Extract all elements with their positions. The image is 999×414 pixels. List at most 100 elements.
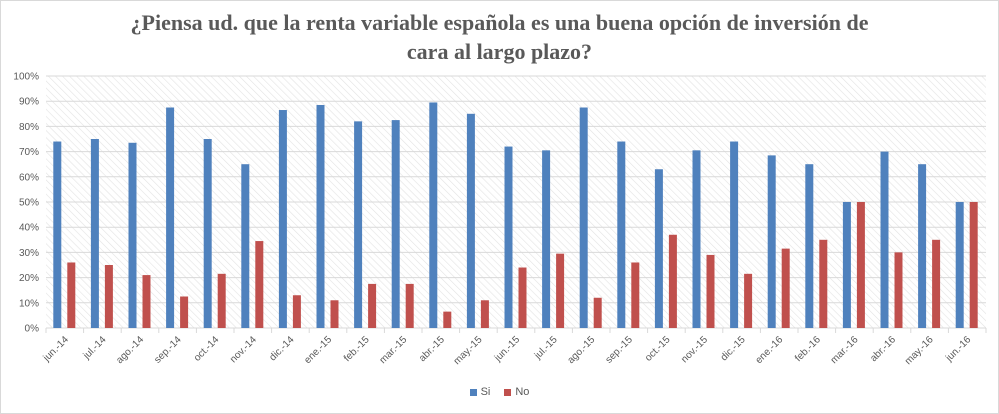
x-tick-label: jul.-15 bbox=[532, 334, 560, 362]
y-tick-label: 40% bbox=[19, 223, 39, 234]
bar-si bbox=[316, 104, 325, 328]
bar-si bbox=[203, 139, 212, 328]
bar-no bbox=[668, 234, 677, 328]
x-tick-label: ago.-15 bbox=[566, 334, 598, 366]
y-tick-label: 30% bbox=[19, 248, 39, 259]
bar-no bbox=[593, 297, 602, 328]
bar-si bbox=[842, 202, 851, 328]
x-tick-label: dic.-15 bbox=[719, 334, 748, 363]
bar-no bbox=[480, 300, 489, 328]
bar-no bbox=[368, 283, 377, 328]
y-tick-label: 70% bbox=[19, 147, 39, 158]
bar-si bbox=[654, 169, 663, 328]
x-tick-label: mar.-16 bbox=[829, 334, 861, 366]
bar-si bbox=[955, 202, 964, 328]
legend-swatch-si bbox=[469, 388, 477, 396]
x-tick-label: oct.-15 bbox=[643, 334, 673, 364]
y-tick-label: 100% bbox=[13, 72, 39, 83]
x-tick-label: nov.-14 bbox=[228, 334, 259, 365]
bar-no bbox=[781, 248, 790, 328]
bar-no bbox=[819, 239, 828, 328]
bar-si bbox=[692, 150, 701, 328]
bar-si bbox=[880, 151, 889, 328]
x-tick-label: jul.-14 bbox=[81, 334, 109, 362]
x-tick-label: feb.-16 bbox=[793, 334, 823, 364]
y-tick-label: 80% bbox=[19, 122, 39, 133]
x-tick-label: sep.-15 bbox=[604, 334, 636, 366]
legend-item-si: Si bbox=[469, 386, 491, 398]
bar-no bbox=[556, 253, 565, 328]
bar-si bbox=[241, 164, 250, 328]
bar-si bbox=[730, 141, 739, 328]
bar-si bbox=[429, 102, 438, 329]
y-tick-label: 60% bbox=[19, 172, 39, 183]
bar-no bbox=[217, 273, 226, 328]
x-tick-label: may.-15 bbox=[452, 334, 485, 367]
bar-no bbox=[255, 241, 264, 328]
x-tick-label: abr.-15 bbox=[417, 334, 447, 364]
y-tick-label: 0% bbox=[25, 324, 40, 335]
bar-no bbox=[744, 273, 753, 328]
x-tick-label: oct.-14 bbox=[192, 334, 222, 364]
bar-si bbox=[128, 142, 137, 328]
bar-si bbox=[466, 113, 475, 328]
x-tick-label: dic.-14 bbox=[268, 334, 297, 363]
x-tick-label: feb.-15 bbox=[342, 334, 372, 364]
bar-si bbox=[504, 146, 513, 328]
bars bbox=[53, 102, 978, 329]
gridlines bbox=[46, 75, 986, 329]
x-tick-label: abr.-16 bbox=[868, 334, 898, 364]
legend: Si No bbox=[0, 386, 999, 398]
x-tick-label: sep.-14 bbox=[152, 334, 184, 366]
x-tick-label: jun.-16 bbox=[943, 334, 973, 364]
bar-si bbox=[166, 107, 175, 328]
legend-label-no: No bbox=[515, 386, 530, 398]
chart-title-line-2: cara al largo plazo? bbox=[406, 39, 593, 64]
bar-si bbox=[53, 141, 62, 328]
bar-no bbox=[969, 202, 978, 328]
bar-no bbox=[104, 265, 113, 328]
bar-si bbox=[767, 155, 776, 328]
bar-no bbox=[330, 300, 339, 328]
bar-si bbox=[805, 164, 814, 328]
y-tick-label: 10% bbox=[19, 298, 39, 309]
x-axis-ticks: jun.-14 jul.-14 ago.-14 sep.-14 oct.-14 nov.-… bbox=[41, 328, 987, 367]
y-tick-label: 20% bbox=[19, 273, 39, 284]
x-tick-label: ene.-16 bbox=[754, 334, 786, 366]
chart-title-line-1: ¿Piensa ud. que la renta variable españo… bbox=[130, 10, 869, 35]
y-tick-label: 90% bbox=[19, 97, 39, 108]
bar-no bbox=[894, 252, 903, 328]
legend-swatch-no bbox=[504, 388, 512, 396]
bar-no bbox=[405, 283, 414, 328]
bar-si bbox=[278, 110, 287, 329]
x-tick-label: mar.-15 bbox=[378, 334, 410, 366]
bar-no bbox=[67, 262, 76, 328]
bar-si bbox=[918, 164, 927, 328]
bar-no bbox=[142, 275, 151, 328]
x-tick-label: nov.-15 bbox=[679, 334, 710, 365]
chart-title: ¿Piensa ud. que la renta variable españo… bbox=[0, 8, 999, 66]
bar-no bbox=[856, 202, 865, 328]
bar-no bbox=[518, 267, 527, 328]
x-tick-label: jun.-15 bbox=[492, 334, 522, 364]
bar-si bbox=[90, 139, 99, 328]
legend-label-si: Si bbox=[480, 386, 491, 398]
x-tick-label: may.-16 bbox=[903, 334, 936, 367]
bar-si bbox=[391, 120, 400, 328]
y-tick-label: 50% bbox=[19, 198, 39, 209]
bar-no bbox=[631, 262, 640, 328]
bar-no bbox=[292, 295, 301, 328]
bar-si bbox=[354, 121, 363, 328]
x-tick-label: ene.-15 bbox=[302, 334, 334, 366]
bar-no bbox=[932, 239, 941, 328]
bar-no bbox=[180, 296, 189, 328]
x-tick-label: ago.-14 bbox=[114, 334, 146, 366]
legend-item-no: No bbox=[504, 386, 529, 398]
bar-si bbox=[579, 107, 588, 328]
y-axis-ticks: 0% 10% 20% 30% 40% 50% 60% 70% 80% 90% 100% bbox=[13, 72, 39, 335]
bar-no bbox=[706, 254, 715, 328]
bar-si bbox=[617, 141, 626, 328]
bar-no bbox=[443, 311, 452, 328]
x-tick-label: jun.-14 bbox=[41, 334, 71, 364]
